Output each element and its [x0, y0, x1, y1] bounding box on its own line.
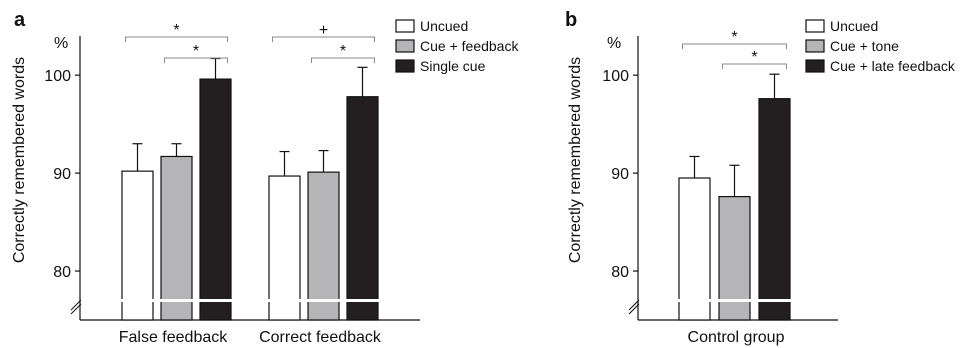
- legend-swatch: [395, 39, 415, 53]
- x-category-label: Correct feedback: [259, 329, 382, 346]
- legend-swatch: [805, 19, 825, 33]
- panel-letter-b: b: [565, 9, 577, 31]
- x-category-label: Control group: [688, 329, 785, 346]
- bar-uncued: [268, 175, 301, 321]
- legend-label: Cue + tone: [830, 38, 899, 54]
- legend-label: Uncued: [420, 18, 468, 34]
- bar-cue-feedback: [307, 171, 340, 321]
- y-axis-title: Correctly remembered words: [567, 57, 584, 263]
- significance-bracket: [311, 57, 375, 63]
- significance-bracket: [682, 43, 787, 49]
- legend-swatch: [395, 59, 415, 73]
- significance-mark: *: [340, 43, 346, 60]
- axis-break-mark: [628, 303, 640, 315]
- bar-uncued: [678, 177, 711, 321]
- axis-break-mark: [628, 299, 640, 311]
- bar-uncued: [121, 170, 154, 321]
- legend-label: Single cue: [420, 58, 486, 74]
- significance-mark: +: [319, 22, 328, 39]
- legend-swatch: [395, 19, 415, 33]
- y-tick-label: 90: [611, 166, 629, 183]
- bar-cue-feedback: [160, 155, 193, 321]
- axis-break-mark: [70, 303, 82, 315]
- y-tick-label: 80: [611, 264, 629, 281]
- significance-bracket: [164, 57, 228, 63]
- significance-mark: *: [193, 43, 199, 60]
- bar-single-cue: [199, 78, 232, 321]
- legend-label: Cue + feedback: [420, 38, 519, 54]
- axis-break-band: [644, 299, 838, 302]
- y-unit-label: %: [54, 35, 68, 52]
- bar-single-cue: [346, 96, 379, 321]
- significance-mark: *: [173, 22, 179, 39]
- significance-mark: *: [751, 49, 757, 66]
- panel-letter-a: a: [14, 9, 26, 31]
- y-tick-label: 90: [53, 166, 71, 183]
- y-unit-label: %: [607, 35, 621, 52]
- y-tick-label: 80: [53, 264, 71, 281]
- legend-swatch: [805, 39, 825, 53]
- significance-bracket: [272, 36, 375, 42]
- panel-a: a% 80 90 100 Correctly remembered words False…: [11, 9, 519, 346]
- panel-b: b% 80 90 100 Correctly remembered words Contr…: [565, 9, 956, 346]
- bar-cue-late-feedback: [758, 98, 791, 321]
- axis-break-mark: [70, 299, 82, 311]
- significance-bracket: [125, 36, 228, 42]
- y-axis-title: Correctly remembered words: [11, 57, 28, 263]
- y-tick-label: 100: [602, 68, 629, 85]
- legend-label: Cue + late feedback: [830, 58, 956, 74]
- significance-mark: *: [731, 29, 737, 46]
- legend-label: Uncued: [830, 18, 878, 34]
- significance-bracket: [722, 63, 787, 69]
- axis-break-band: [86, 299, 420, 302]
- x-category-label: False feedback: [119, 329, 229, 346]
- legend-swatch: [805, 59, 825, 73]
- y-tick-label: 100: [44, 68, 71, 85]
